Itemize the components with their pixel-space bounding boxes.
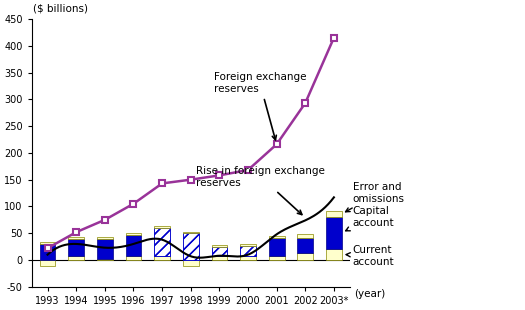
Text: Rise in foreign exchange
reserves: Rise in foreign exchange reserves <box>196 166 326 215</box>
Bar <box>297 253 313 260</box>
Bar <box>240 246 256 256</box>
Text: Error and
omissions: Error and omissions <box>345 182 405 212</box>
Bar <box>154 256 170 260</box>
Text: Capital
account: Capital account <box>345 206 394 231</box>
Bar <box>240 244 256 246</box>
Bar <box>212 247 227 256</box>
Bar <box>240 256 256 260</box>
Bar <box>212 256 227 260</box>
Bar <box>40 244 56 260</box>
Text: Foreign exchange
reserves: Foreign exchange reserves <box>214 73 306 140</box>
Bar <box>297 234 313 237</box>
Text: ($ billions): ($ billions) <box>33 4 88 14</box>
Text: Current
account: Current account <box>346 245 394 267</box>
Bar <box>183 232 198 233</box>
Bar <box>240 246 256 256</box>
Bar <box>125 233 141 235</box>
Bar <box>68 239 84 256</box>
Bar <box>183 233 198 260</box>
Bar <box>97 237 113 239</box>
Bar <box>212 245 227 247</box>
Bar <box>97 239 113 259</box>
Bar <box>183 233 198 260</box>
Bar <box>68 237 84 239</box>
Bar <box>154 228 170 256</box>
Bar <box>40 242 56 244</box>
Bar <box>97 259 113 260</box>
Bar <box>154 226 170 228</box>
Bar <box>212 247 227 256</box>
Bar <box>326 217 342 249</box>
Bar <box>125 235 141 256</box>
Bar <box>269 256 285 260</box>
Bar <box>326 249 342 260</box>
Bar <box>269 237 285 256</box>
Bar <box>68 256 84 260</box>
Bar <box>183 260 198 267</box>
Bar <box>326 211 342 217</box>
Text: (year): (year) <box>354 290 385 299</box>
Bar <box>154 228 170 256</box>
Bar <box>40 260 56 267</box>
Bar <box>269 236 285 237</box>
Bar <box>125 256 141 260</box>
Bar <box>297 237 313 253</box>
